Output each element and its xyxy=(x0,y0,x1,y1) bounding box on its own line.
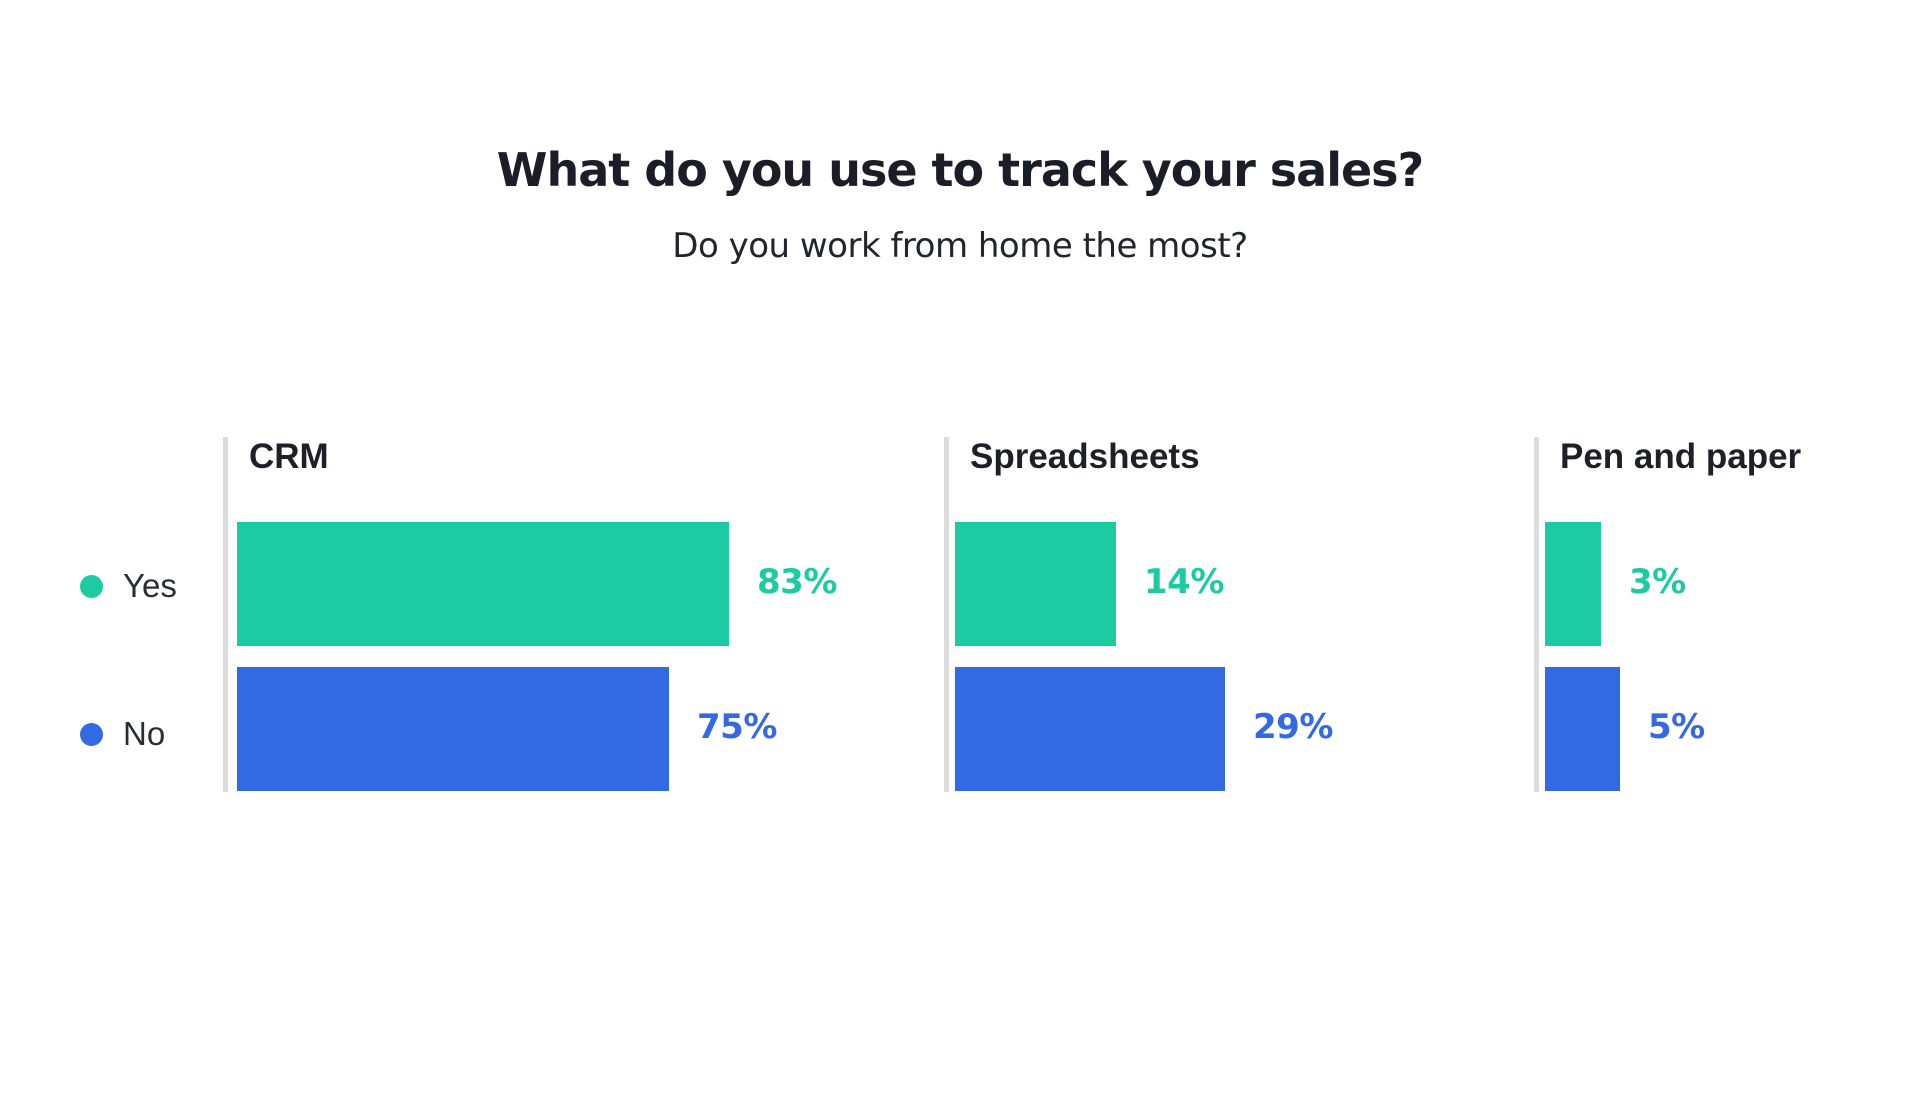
chart-subtitle: Do you work from home the most? xyxy=(672,226,1248,266)
group-title: CRM xyxy=(249,437,329,476)
yes-dot-icon xyxy=(80,574,103,598)
bar-no xyxy=(955,667,1225,791)
bar-value-label: 75% xyxy=(697,707,777,747)
bar-value-label: 3% xyxy=(1629,562,1686,602)
bar-value-label: 5% xyxy=(1648,707,1705,747)
no-dot-icon xyxy=(80,722,103,746)
group-divider xyxy=(1534,437,1539,792)
legend-label-no: No xyxy=(123,715,166,752)
bar-value-label: 29% xyxy=(1253,707,1333,747)
bar-no xyxy=(1545,667,1620,791)
bar-no xyxy=(237,667,669,791)
bar-yes xyxy=(237,522,729,646)
legend-label-yes: Yes xyxy=(123,567,177,604)
group-divider xyxy=(223,437,228,792)
group-title: Spreadsheets xyxy=(970,437,1200,476)
bar-yes xyxy=(955,522,1116,646)
bar-value-label: 83% xyxy=(757,562,837,602)
legend-item-yes: Yes xyxy=(80,567,177,605)
group-title: Pen and paper xyxy=(1560,437,1802,476)
bar-yes xyxy=(1545,522,1601,646)
chart-title: What do you use to track your sales? xyxy=(496,143,1424,197)
group-divider xyxy=(944,437,949,792)
bar-value-label: 14% xyxy=(1144,562,1224,602)
legend-item-no: No xyxy=(80,715,165,753)
